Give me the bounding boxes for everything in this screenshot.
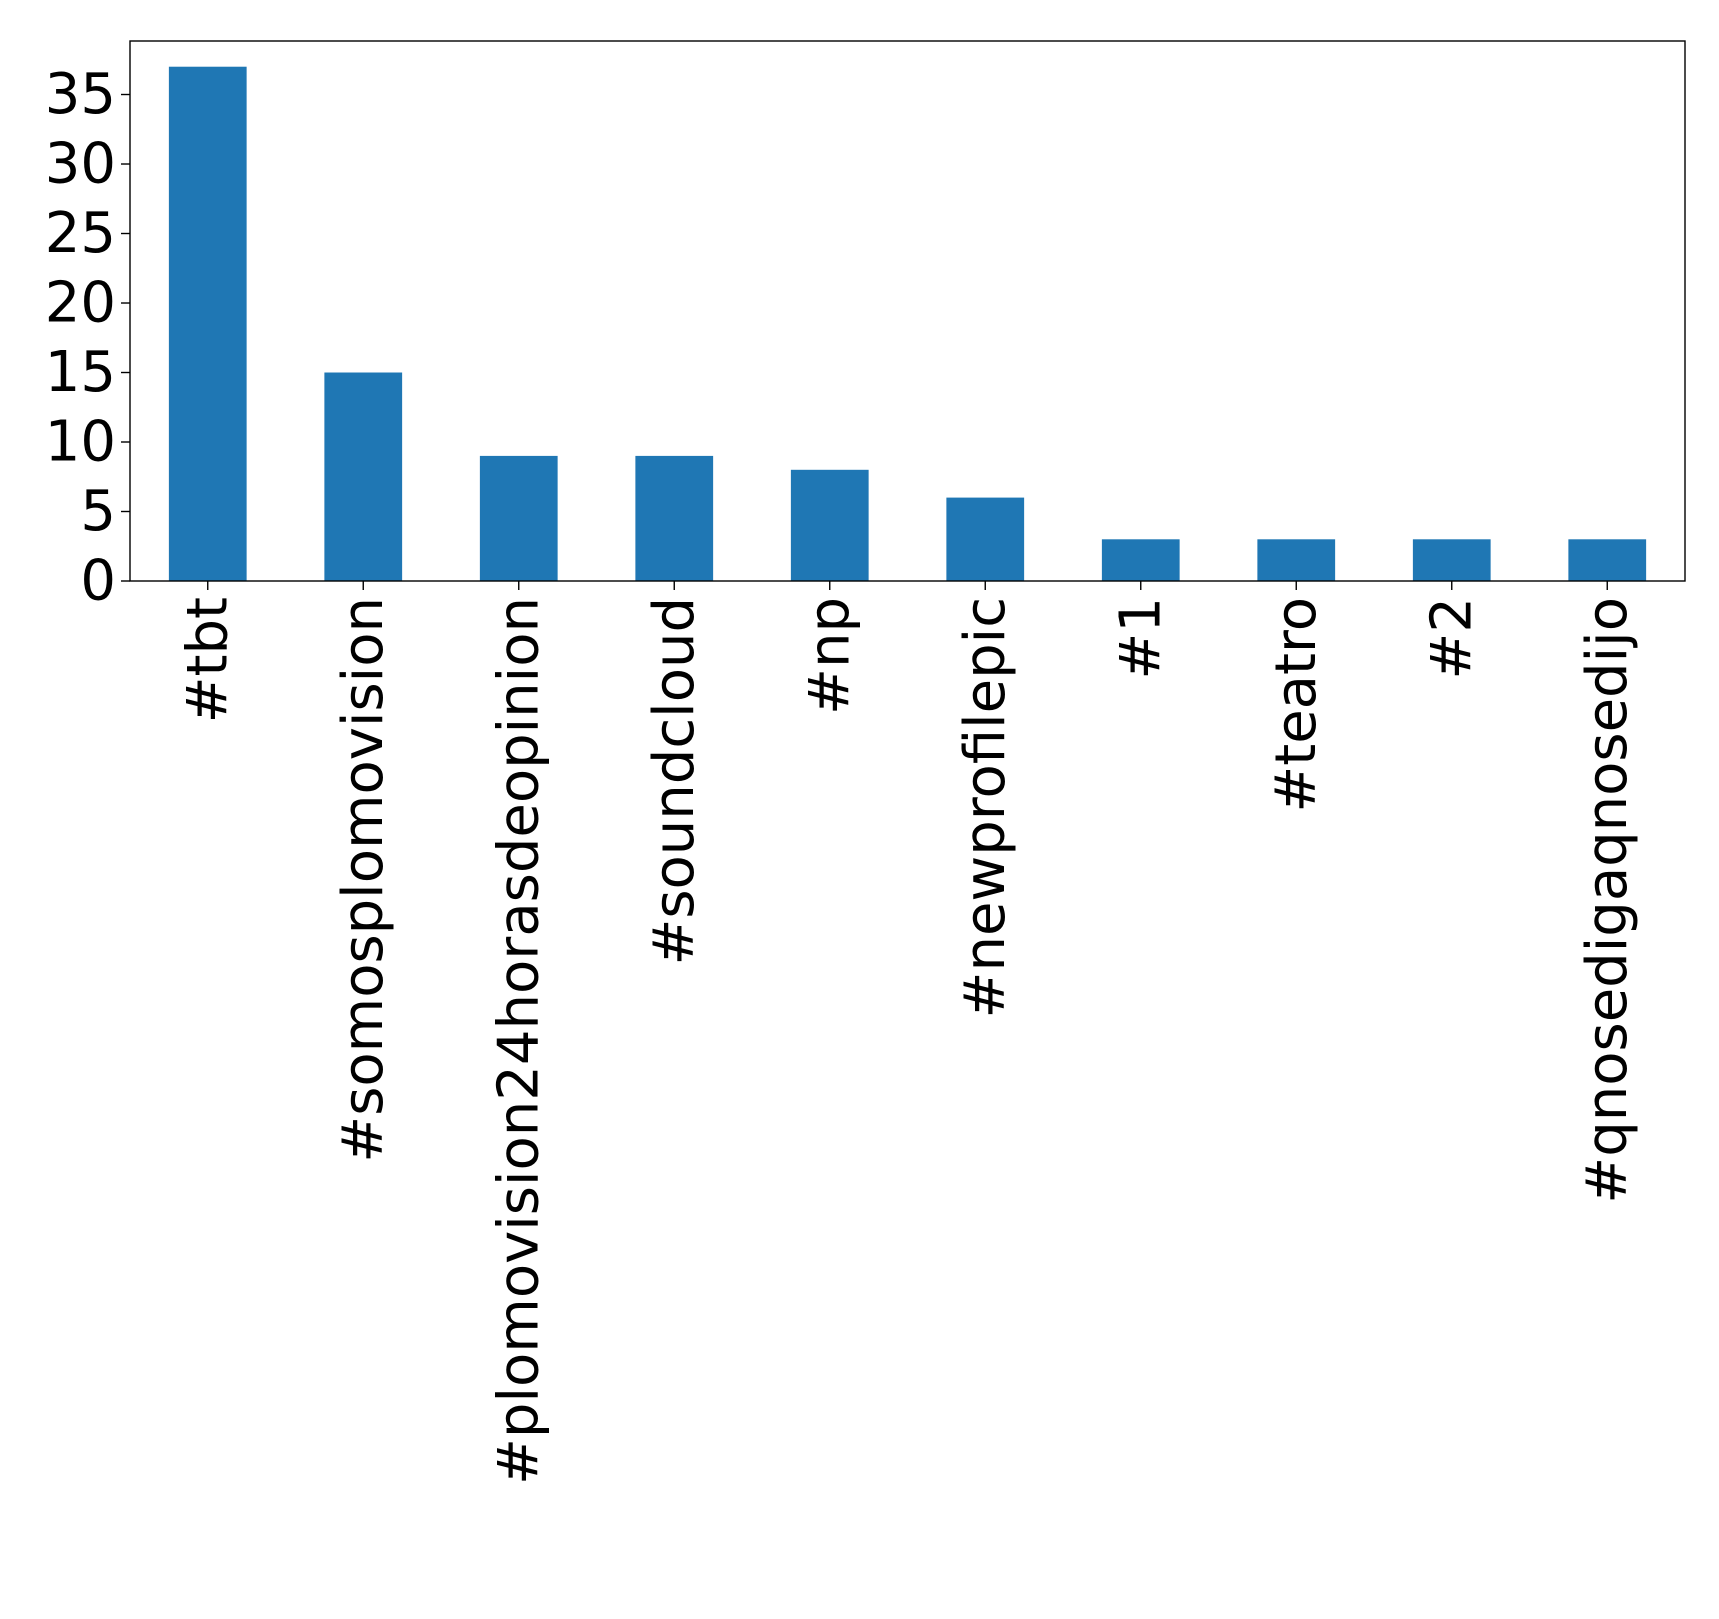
- y-tick-label: 35: [45, 62, 116, 127]
- y-tick-label: 0: [80, 549, 116, 614]
- bar-soundcloud: [635, 455, 714, 581]
- bar-tbt: [168, 66, 247, 581]
- y-tick-label: 30: [45, 132, 116, 197]
- bar-somosplomovision: [324, 372, 403, 581]
- x-category-label: #plomovision24horasdeopinion: [486, 597, 551, 1485]
- bar-qnosedigaqnosedijo: [1568, 539, 1647, 581]
- bars-layer: [168, 66, 1647, 581]
- x-category-label: #qnosedigaqnosedijo: [1575, 597, 1640, 1204]
- bar-newprofilepic: [946, 497, 1025, 581]
- x-category-label: #2: [1419, 597, 1484, 680]
- bar-plomovision24horasdeopinion: [479, 455, 558, 581]
- x-category-label: #tbt: [175, 597, 240, 723]
- x-axis: #tbt #somosplomovision #plomovision24horas…: [175, 581, 1640, 1485]
- x-category-label: #newprofilepic: [953, 597, 1018, 1018]
- x-category-label: #1: [1108, 597, 1173, 680]
- y-tick-label: 5: [80, 479, 116, 544]
- x-category-label: #teatro: [1264, 597, 1329, 813]
- bar-np: [790, 469, 869, 581]
- y-tick-label: 15: [45, 340, 116, 405]
- y-tick-label: 25: [45, 201, 116, 266]
- bar-teatro: [1257, 539, 1336, 581]
- x-category-label: #somosplomovision: [331, 597, 396, 1163]
- y-tick-label: 10: [45, 410, 116, 475]
- y-tick-label: 20: [45, 271, 116, 336]
- bar-1: [1101, 539, 1180, 581]
- bar-2: [1412, 539, 1491, 581]
- x-category-label: #soundcloud: [642, 597, 707, 966]
- plot-frame: [129, 40, 1686, 582]
- x-category-label: #np: [797, 597, 862, 715]
